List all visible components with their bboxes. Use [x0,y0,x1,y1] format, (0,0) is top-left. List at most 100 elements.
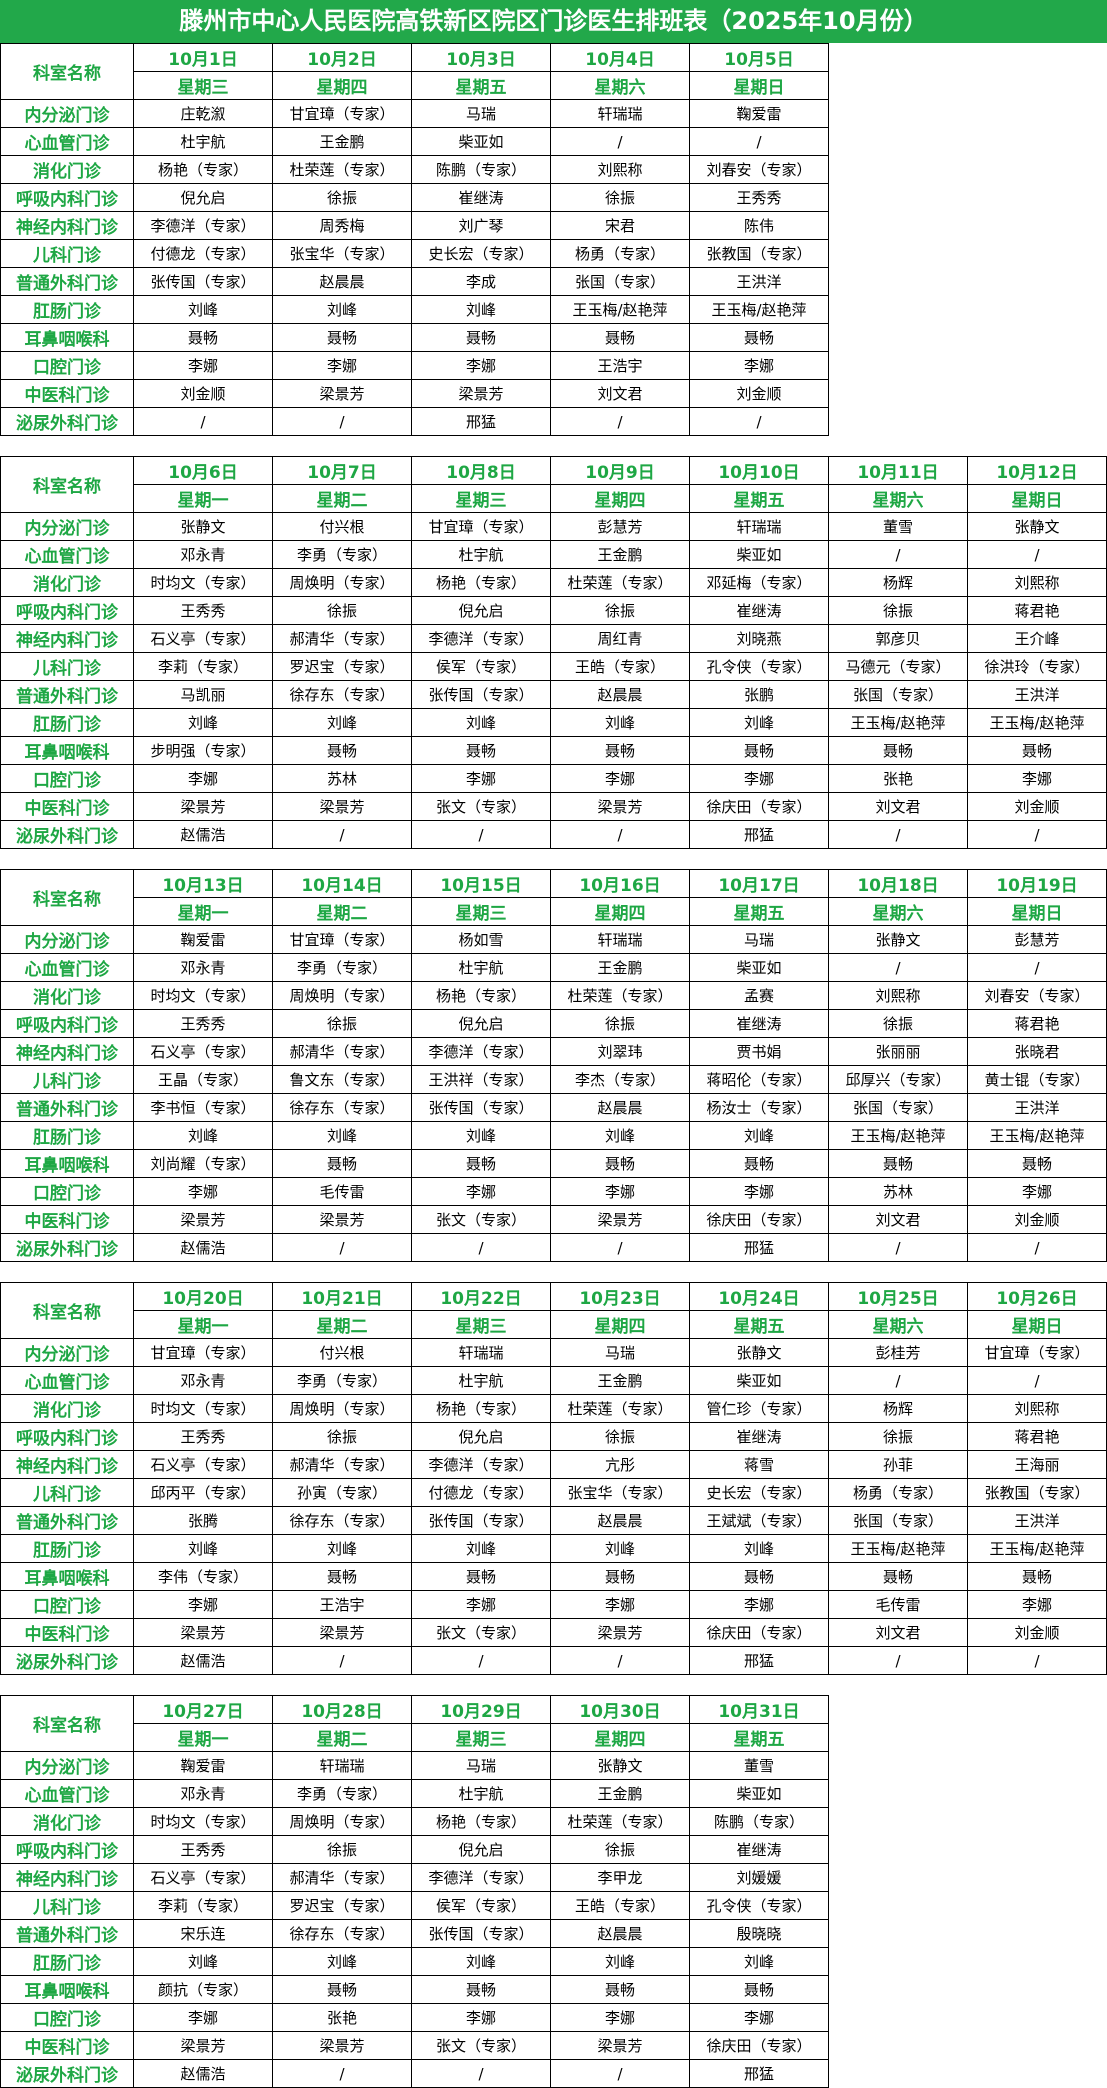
department-row: 口腔门诊 李娜 王浩宇 李娜 李娜 李娜 毛传雷 李娜 [0,1590,1107,1619]
department-row: 神经内科门诊 石义亭（专家） 郝清华（专家） 李德洋（专家） 周红青 刘晓燕 郭彦贝 王介峰 [0,624,1107,653]
department-row: 中医科门诊 梁景芳 梁景芳 张文（专家） 梁景芳 徐庆田（专家） 刘文君 刘金顺 [0,1618,1107,1647]
department-row: 心血管门诊 邓永青 李勇（专家） 杜宇航 王金鹏 柴亚如 / / [0,540,1107,569]
doctor: / [689,407,829,436]
schedule-table: 科室名称 10月20日 10月21日 10月22日 10月23日 10月24日 10月25日… [0,1282,1107,1675]
schedule-block: 科室名称 10月6日 10月7日 10月8日 10月9日 10月10日 10月11日 10月1… [0,456,1107,849]
doctor: 刘峰 [689,1534,829,1563]
doctor: 梁景芳 [272,792,412,821]
doctor: 时均文（专家） [133,1807,273,1836]
doctor: 徐振 [828,596,968,625]
department-row: 普通外科门诊 张腾 徐存东（专家） 张传国（专家） 赵晨晨 王斌斌（专家） 张国（专家） 王洪… [0,1506,1107,1535]
doctor: 徐振 [550,1422,690,1451]
department: 中医科门诊 [0,1205,134,1234]
department: 泌尿外科门诊 [0,1646,134,1675]
doctor: 黄士锟（专家） [967,1065,1107,1094]
doctor: 王皓（专家） [550,1891,690,1920]
weekday: 星期日 [967,484,1107,513]
department: 普通外科门诊 [0,267,134,296]
doctor: 宋乐连 [133,1919,273,1948]
doctor: / [967,1646,1107,1675]
weekday: 星期四 [550,484,690,513]
doctor: 梁景芳 [133,1205,273,1234]
doctor: 柴亚如 [689,540,829,569]
doctor: 李娜 [272,351,412,380]
doctor: 刘熙称 [967,568,1107,597]
doctor: 李成 [411,267,551,296]
doctor: 甘宜璋（专家） [272,925,412,954]
department-row: 口腔门诊 李娜 李娜 李娜 王浩宇 李娜 [0,351,829,380]
doctor: 刘峰 [133,1534,273,1563]
doctor: 王玉梅/赵艳萍 [967,1534,1107,1563]
doctor: 郭彦贝 [828,624,968,653]
department: 心血管门诊 [0,953,134,982]
weekday: 星期五 [411,71,551,100]
doctor: 孟赛 [689,981,829,1010]
date: 10月3日 [411,43,551,72]
doctor: 鞠爱雷 [133,925,273,954]
date: 10月9日 [550,456,690,485]
doctor: 聂畅 [272,1149,412,1178]
doctor: 刘熙称 [967,1394,1107,1423]
doctor: 刘尚耀（专家） [133,1149,273,1178]
doctor: / [411,2059,551,2088]
doctor: 颜抗（专家） [133,1975,273,2004]
doctor: 苏林 [828,1177,968,1206]
department: 口腔门诊 [0,1177,134,1206]
department: 内分泌门诊 [0,99,134,128]
doctor: 梁景芳 [272,1618,412,1647]
doctor: 聂畅 [550,323,690,352]
doctor: 张艳 [272,2003,412,2032]
department: 普通外科门诊 [0,680,134,709]
department: 泌尿外科门诊 [0,2059,134,2088]
doctor: 李娜 [689,1590,829,1619]
doctor: 鲁文东（专家） [272,1065,412,1094]
department-row: 耳鼻咽喉科 李伟（专家） 聂畅 聂畅 聂畅 聂畅 聂畅 聂畅 [0,1562,1107,1591]
doctor: 孔令侠（专家） [689,652,829,681]
doctor: 刘峰 [411,708,551,737]
date: 10月29日 [411,1695,551,1724]
doctor: / [550,820,690,849]
doctor: 庄乾溆 [133,99,273,128]
doctor: 聂畅 [272,1975,412,2004]
doctor: 邓永青 [133,540,273,569]
doctor: 甘宜璋（专家） [272,99,412,128]
doctor: 倪允启 [411,1835,551,1864]
doctor: 梁景芳 [272,1205,412,1234]
department-row: 儿科门诊 付德龙（专家） 张宝华（专家） 史长宏（专家） 杨勇（专家） 张教国（专家） [0,239,829,268]
doctor: 梁景芳 [550,1618,690,1647]
weekday: 星期日 [967,1310,1107,1339]
doctor: 周焕明（专家） [272,1394,412,1423]
doctor: 罗迟宝（专家） [272,652,412,681]
department-row: 口腔门诊 李娜 苏林 李娜 李娜 李娜 张艳 李娜 [0,764,1107,793]
doctor: 付德龙（专家） [411,1478,551,1507]
doctor: 刘峰 [272,295,412,324]
date: 10月12日 [967,456,1107,485]
doctor: 徐振 [272,1835,412,1864]
doctor: 赵晨晨 [550,1919,690,1948]
doctor: 聂畅 [272,323,412,352]
schedule-table: 科室名称 10月1日 10月2日 10月3日 10月4日 10月5日 星期三 星期四 星期五 星期… [0,43,829,436]
schedule-block: 科室名称 10月27日 10月28日 10月29日 10月30日 10月31日 星期一 星期二… [0,1695,829,2088]
doctor: 杨艳（专家） [411,981,551,1010]
doctor: 李娜 [967,764,1107,793]
doctor: 周红青 [550,624,690,653]
weekday: 星期日 [689,71,829,100]
doctor: 王金鹏 [550,953,690,982]
department-row: 肛肠门诊 刘峰 刘峰 刘峰 刘峰 刘峰 王玉梅/赵艳萍 王玉梅/赵艳萍 [0,1121,1107,1150]
doctor: 王秀秀 [133,596,273,625]
doctor: 刘峰 [272,1121,412,1150]
department: 儿科门诊 [0,1065,134,1094]
doctor: 柴亚如 [689,1779,829,1808]
doctor: 崔继涛 [689,1422,829,1451]
doctor: 王洪洋 [967,1506,1107,1535]
doctor: 杜荣莲（专家） [550,568,690,597]
date: 10月23日 [550,1282,690,1311]
doctor: 时均文（专家） [133,1394,273,1423]
doctor: 梁景芳 [550,1205,690,1234]
doctor: 柴亚如 [689,953,829,982]
department: 泌尿外科门诊 [0,1233,134,1262]
doctor: 周秀梅 [272,211,412,240]
doctor: 聂畅 [689,1149,829,1178]
department: 耳鼻咽喉科 [0,1975,134,2004]
